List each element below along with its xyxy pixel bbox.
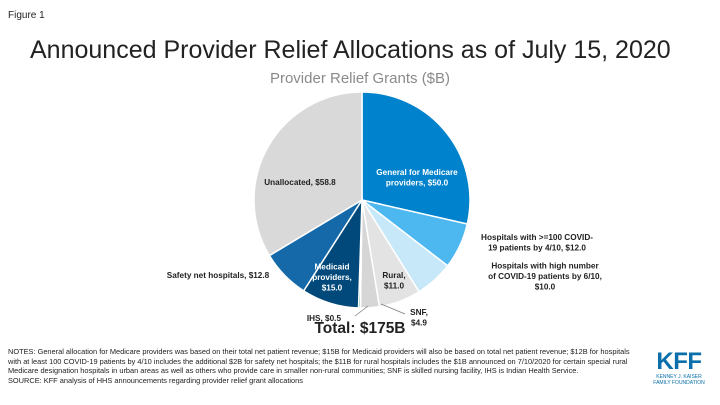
slice-label: of COVID-19 patients by 6/10, <box>488 272 602 281</box>
figure-label: Figure 1 <box>8 10 45 21</box>
leader-line <box>380 303 406 315</box>
notes-text: NOTES: General allocation for Medicare p… <box>8 347 630 376</box>
slice-label: Safety net hospitals, $12.8 <box>167 271 270 280</box>
slice-label: Hospitals with >=100 COVID- <box>481 233 593 242</box>
slice-label: General for Medicare <box>376 168 458 177</box>
slice-label: Rural, <box>382 271 405 280</box>
footnotes: NOTES: General allocation for Medicare p… <box>8 347 640 385</box>
logo-subtext-2: FAMILY FOUNDATION <box>653 380 705 386</box>
slice-label: Hospitals with high number <box>491 262 599 271</box>
leader-line <box>354 305 369 317</box>
slice-label: IHS, $0.5 <box>307 314 342 323</box>
slice-label: $10.0 <box>535 283 556 292</box>
pie-slice-unallocated <box>253 91 363 257</box>
slice-label: $11.0 <box>384 281 404 290</box>
slice-label: Unallocated, $58.8 <box>264 178 336 187</box>
slice-label: 19 patients by 4/10, $12.0 <box>488 243 586 252</box>
logo-subtext-1: KENNEY J. KAISER <box>656 374 702 380</box>
chart-title: Announced Provider Relief Allocations as… <box>30 36 671 64</box>
total-label: Total: $175B <box>314 320 406 337</box>
chart-subtitle: Provider Relief Grants ($B) <box>269 70 451 87</box>
kff-logo: KFF KENNEY J. KAISER FAMILY FOUNDATION <box>645 348 713 387</box>
slice-label: providers, <box>312 273 352 282</box>
logo-mark: KFF <box>656 348 702 375</box>
source-text: SOURCE: KFF analysis of HHS announcement… <box>8 375 303 385</box>
slice-label: $15.0 <box>322 284 343 293</box>
slice-label: SNF, <box>410 308 428 317</box>
pie-slice-general-for-medicare-providers <box>361 91 471 225</box>
slice-label: providers, $50.0 <box>386 178 449 187</box>
slice-label: Medicaid <box>314 263 349 272</box>
slice-label: $4.9 <box>411 318 427 327</box>
